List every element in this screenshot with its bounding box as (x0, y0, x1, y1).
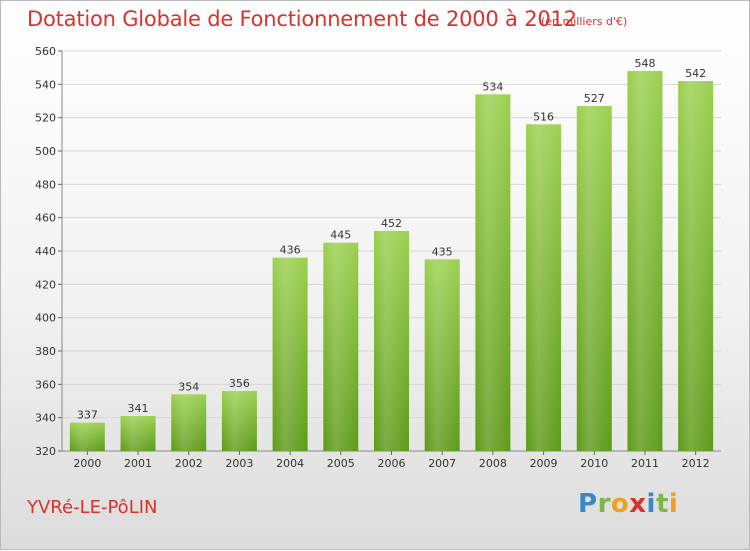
data-label-2005: 445 (330, 229, 351, 242)
y-tick-label: 520 (35, 112, 56, 125)
x-tick-label-2011: 2011 (631, 457, 659, 470)
x-tick-label-2005: 2005 (327, 457, 355, 470)
x-tick-label-2003: 2003 (225, 457, 253, 470)
bar-shine (171, 394, 207, 451)
y-tick-label: 440 (35, 245, 56, 258)
x-tick-labels: 2000 2001 2002 2003 2004 2005 2006 2007 2008 2009… (73, 457, 709, 470)
x-tick-label-2001: 2001 (124, 457, 152, 470)
x-tick-label-2012: 2012 (682, 457, 710, 470)
y-tick-label: 380 (35, 345, 56, 358)
data-label-2008: 534 (482, 80, 503, 93)
x-tick-label-2006: 2006 (378, 457, 406, 470)
x-tick-label-2004: 2004 (276, 457, 304, 470)
y-tick-label: 420 (35, 278, 56, 291)
data-label-2010: 527 (584, 92, 605, 105)
bar-shine (424, 259, 460, 451)
commune-name: YVRé-LE-PôLIN (27, 497, 158, 518)
y-tick-label: 500 (35, 145, 56, 158)
bar-shine (526, 124, 562, 451)
data-label-2006: 452 (381, 217, 402, 230)
chart-title: Dotation Globale de Fonctionnement de 20… (27, 7, 577, 31)
data-label-2002: 354 (178, 380, 199, 393)
bar-shine (69, 422, 105, 451)
y-tick-label: 460 (35, 212, 56, 225)
bar-shine (678, 81, 714, 451)
data-label-2007: 435 (432, 245, 453, 258)
y-tick-label: 400 (35, 312, 56, 325)
x-tick-label-2000: 2000 (73, 457, 101, 470)
x-tick-label-2010: 2010 (580, 457, 608, 470)
proxiti-logo: Proxiti (578, 489, 679, 519)
data-label-2001: 341 (128, 402, 149, 415)
data-labels: 337 341 354 356 436 445 452 435 534 516 527 548 542 (77, 57, 706, 422)
data-label-2003: 356 (229, 377, 250, 390)
data-label-2009: 516 (533, 110, 554, 123)
x-tick-label-2009: 2009 (530, 457, 558, 470)
data-label-2011: 548 (634, 57, 655, 70)
y-tick-label: 320 (35, 445, 56, 458)
bar-shine (475, 94, 511, 451)
bar-shine (576, 106, 612, 451)
y-tick-label: 560 (35, 45, 56, 58)
data-label-2004: 436 (280, 244, 301, 257)
y-tick-label: 340 (35, 412, 56, 425)
y-tick-label: 480 (35, 178, 56, 191)
x-tick-label-2008: 2008 (479, 457, 507, 470)
bar-shine (627, 71, 663, 451)
x-tick-label-2002: 2002 (175, 457, 203, 470)
data-label-2012: 542 (685, 67, 706, 80)
x-tick-label-2007: 2007 (428, 457, 456, 470)
bar-shine (374, 231, 409, 451)
bar-shine (120, 416, 156, 451)
data-label-2000: 337 (77, 409, 98, 422)
bar-shine (272, 257, 308, 451)
bar-shine (221, 391, 257, 451)
chart-unit: (en milliers d'€) (541, 15, 628, 28)
bar-shine (323, 242, 359, 451)
bars (69, 71, 714, 451)
y-tick-label: 540 (35, 78, 56, 91)
y-tick-labels: 320 340 360 380 400 420 440 460 480 500 520 540 560 (35, 45, 56, 458)
y-tick-label: 360 (35, 378, 56, 391)
